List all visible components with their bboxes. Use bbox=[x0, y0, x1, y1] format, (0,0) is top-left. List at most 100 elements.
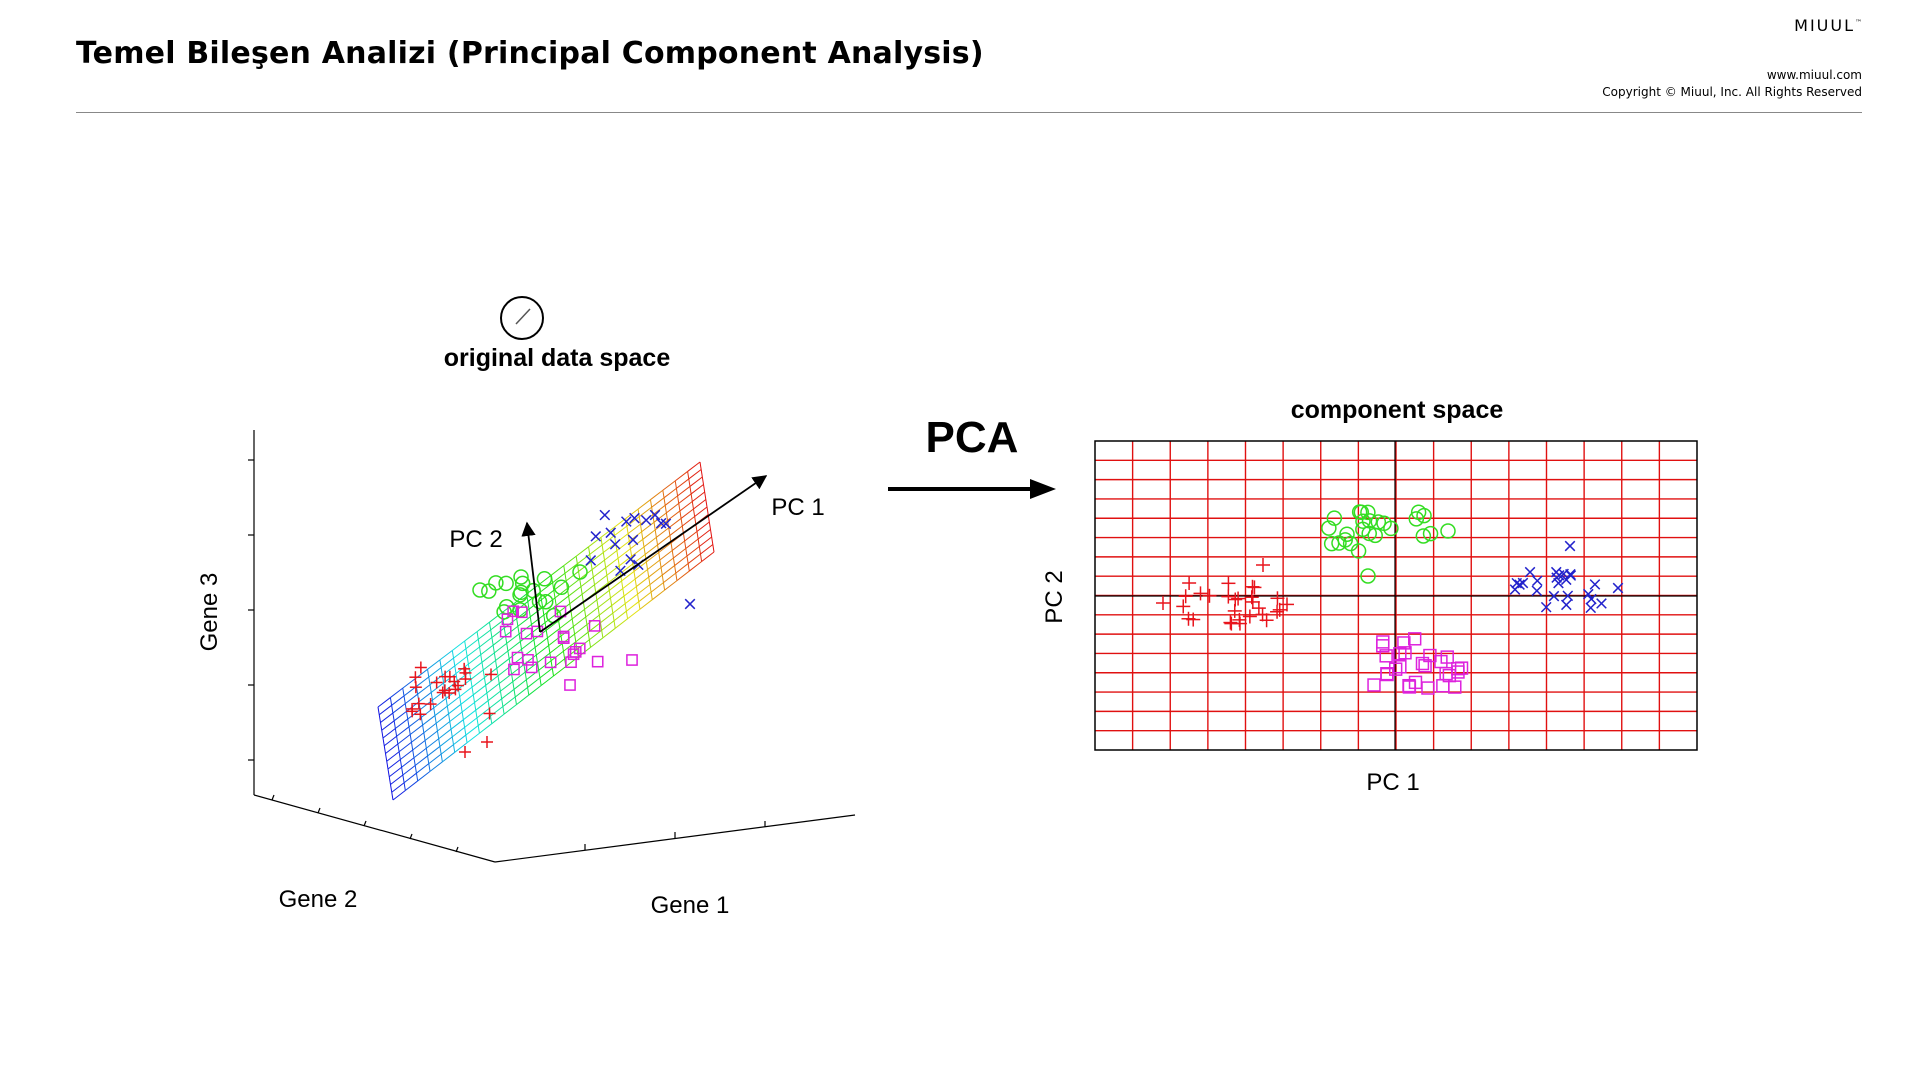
data-point-plus bbox=[449, 683, 462, 696]
data-point-cross bbox=[590, 531, 602, 542]
data-point-square bbox=[1408, 675, 1423, 690]
data-point-plus bbox=[1156, 596, 1170, 610]
data-point-square bbox=[588, 620, 601, 632]
data-point-cross bbox=[1586, 593, 1597, 605]
data-point-circle bbox=[553, 579, 570, 596]
pc2-arrow bbox=[521, 521, 541, 633]
data-point-square bbox=[564, 679, 576, 691]
data-point-plus bbox=[1272, 602, 1287, 617]
data-point-plus bbox=[1221, 589, 1236, 604]
data-point-cross bbox=[1548, 590, 1560, 602]
data-point-circle bbox=[1360, 504, 1376, 521]
data-point-circle bbox=[481, 583, 497, 599]
data-point-square bbox=[1398, 646, 1412, 660]
data-point-cross bbox=[655, 517, 667, 529]
transform-arrow-head bbox=[1030, 479, 1056, 499]
data-point-plus bbox=[1247, 580, 1262, 595]
axis-label-gene3: Gene 3 bbox=[196, 573, 223, 652]
data-point-square bbox=[1367, 678, 1381, 692]
data-point-cross bbox=[627, 534, 639, 546]
data-point-plus bbox=[414, 708, 427, 721]
data-point-cross bbox=[585, 555, 597, 566]
data-point-plus bbox=[406, 705, 419, 718]
data-point-plus bbox=[448, 675, 461, 688]
data-point-cross bbox=[1596, 598, 1607, 609]
data-point-cross bbox=[599, 509, 611, 521]
data-point-cross bbox=[1531, 575, 1543, 587]
data-point-circle bbox=[1353, 504, 1370, 520]
data-point-square bbox=[1448, 680, 1462, 694]
data-point-square bbox=[1393, 660, 1407, 674]
data-point-plus bbox=[439, 670, 452, 683]
data-point-plus bbox=[424, 698, 437, 711]
data-point-circle bbox=[1410, 504, 1427, 521]
pencil-cursor-icon bbox=[500, 296, 544, 340]
data-point-circle bbox=[472, 582, 488, 598]
pc1-label: PC 1 bbox=[771, 494, 824, 521]
axes-3d bbox=[248, 430, 856, 863]
data-point-cross bbox=[1589, 579, 1601, 590]
data-point-square bbox=[1408, 632, 1422, 646]
data-point-square bbox=[1376, 635, 1390, 649]
data-point-circle bbox=[1323, 535, 1340, 552]
data-point-circle bbox=[1415, 528, 1432, 544]
data-point-square bbox=[1440, 650, 1454, 664]
data-point-circle bbox=[1408, 511, 1425, 527]
data-point-plus bbox=[430, 676, 443, 689]
data-point-plus bbox=[1251, 601, 1266, 616]
data-point-square bbox=[1379, 649, 1393, 663]
axis-label-gene2: Gene 2 bbox=[279, 886, 358, 913]
data-point-plus bbox=[485, 668, 498, 681]
data-point-circle bbox=[1361, 513, 1378, 529]
website-link[interactable]: www.miuul.com bbox=[1766, 68, 1862, 82]
pca-label: PCA bbox=[926, 413, 1019, 462]
data-point-square bbox=[520, 627, 533, 640]
data-point-square bbox=[567, 648, 580, 661]
data-point-plus bbox=[409, 681, 422, 694]
right-panel-title: component space bbox=[1291, 396, 1504, 424]
data-point-cross bbox=[1560, 599, 1572, 611]
left-scatter-points bbox=[406, 509, 696, 758]
data-point-plus bbox=[1270, 604, 1285, 619]
data-point-circle bbox=[498, 575, 514, 592]
data-point-plus bbox=[409, 671, 422, 684]
data-point-plus bbox=[1256, 558, 1270, 572]
y-axis-label-pc2: PC 2 bbox=[1041, 570, 1068, 623]
data-point-square bbox=[626, 654, 638, 666]
data-point-cross bbox=[1509, 584, 1521, 595]
data-point-cross bbox=[649, 509, 661, 521]
data-point-plus bbox=[414, 661, 427, 674]
data-point-cross bbox=[1524, 566, 1536, 578]
data-point-square bbox=[508, 663, 520, 676]
data-point-square bbox=[507, 605, 520, 618]
copyright-notice: Copyright © Miuul, Inc. All Rights Reser… bbox=[1602, 85, 1862, 99]
data-point-cross bbox=[684, 598, 696, 610]
plot-frame bbox=[1094, 440, 1698, 751]
right-scatter-points bbox=[1156, 504, 1624, 695]
data-point-circle bbox=[537, 593, 554, 610]
pc1-arrow bbox=[539, 475, 768, 633]
data-point-square bbox=[1436, 679, 1450, 693]
data-point-square bbox=[522, 653, 534, 666]
axis-label-gene1: Gene 1 bbox=[651, 892, 730, 919]
pca-transform: PCA bbox=[888, 413, 1056, 499]
data-point-square bbox=[544, 656, 557, 669]
data-point-cross bbox=[1582, 588, 1594, 600]
data-point-square bbox=[525, 661, 538, 674]
data-point-square bbox=[1380, 667, 1394, 681]
right-panel: component space PC 1 PC 2 bbox=[1041, 396, 1698, 796]
data-point-square bbox=[565, 656, 577, 669]
data-point-cross bbox=[605, 527, 617, 539]
data-point-cross bbox=[1550, 566, 1562, 578]
data-point-cross bbox=[609, 538, 621, 550]
data-point-cross bbox=[1540, 601, 1552, 613]
data-point-plus bbox=[438, 684, 451, 697]
data-point-cross bbox=[1562, 590, 1574, 602]
data-point-plus bbox=[1186, 612, 1201, 627]
data-point-circle bbox=[514, 575, 531, 592]
left-panel: original data space Gene 3 Gene 2 Gene 1… bbox=[196, 296, 856, 919]
data-point-plus bbox=[1182, 576, 1197, 591]
data-point-plus bbox=[1231, 591, 1246, 606]
data-point-plus bbox=[481, 736, 493, 748]
